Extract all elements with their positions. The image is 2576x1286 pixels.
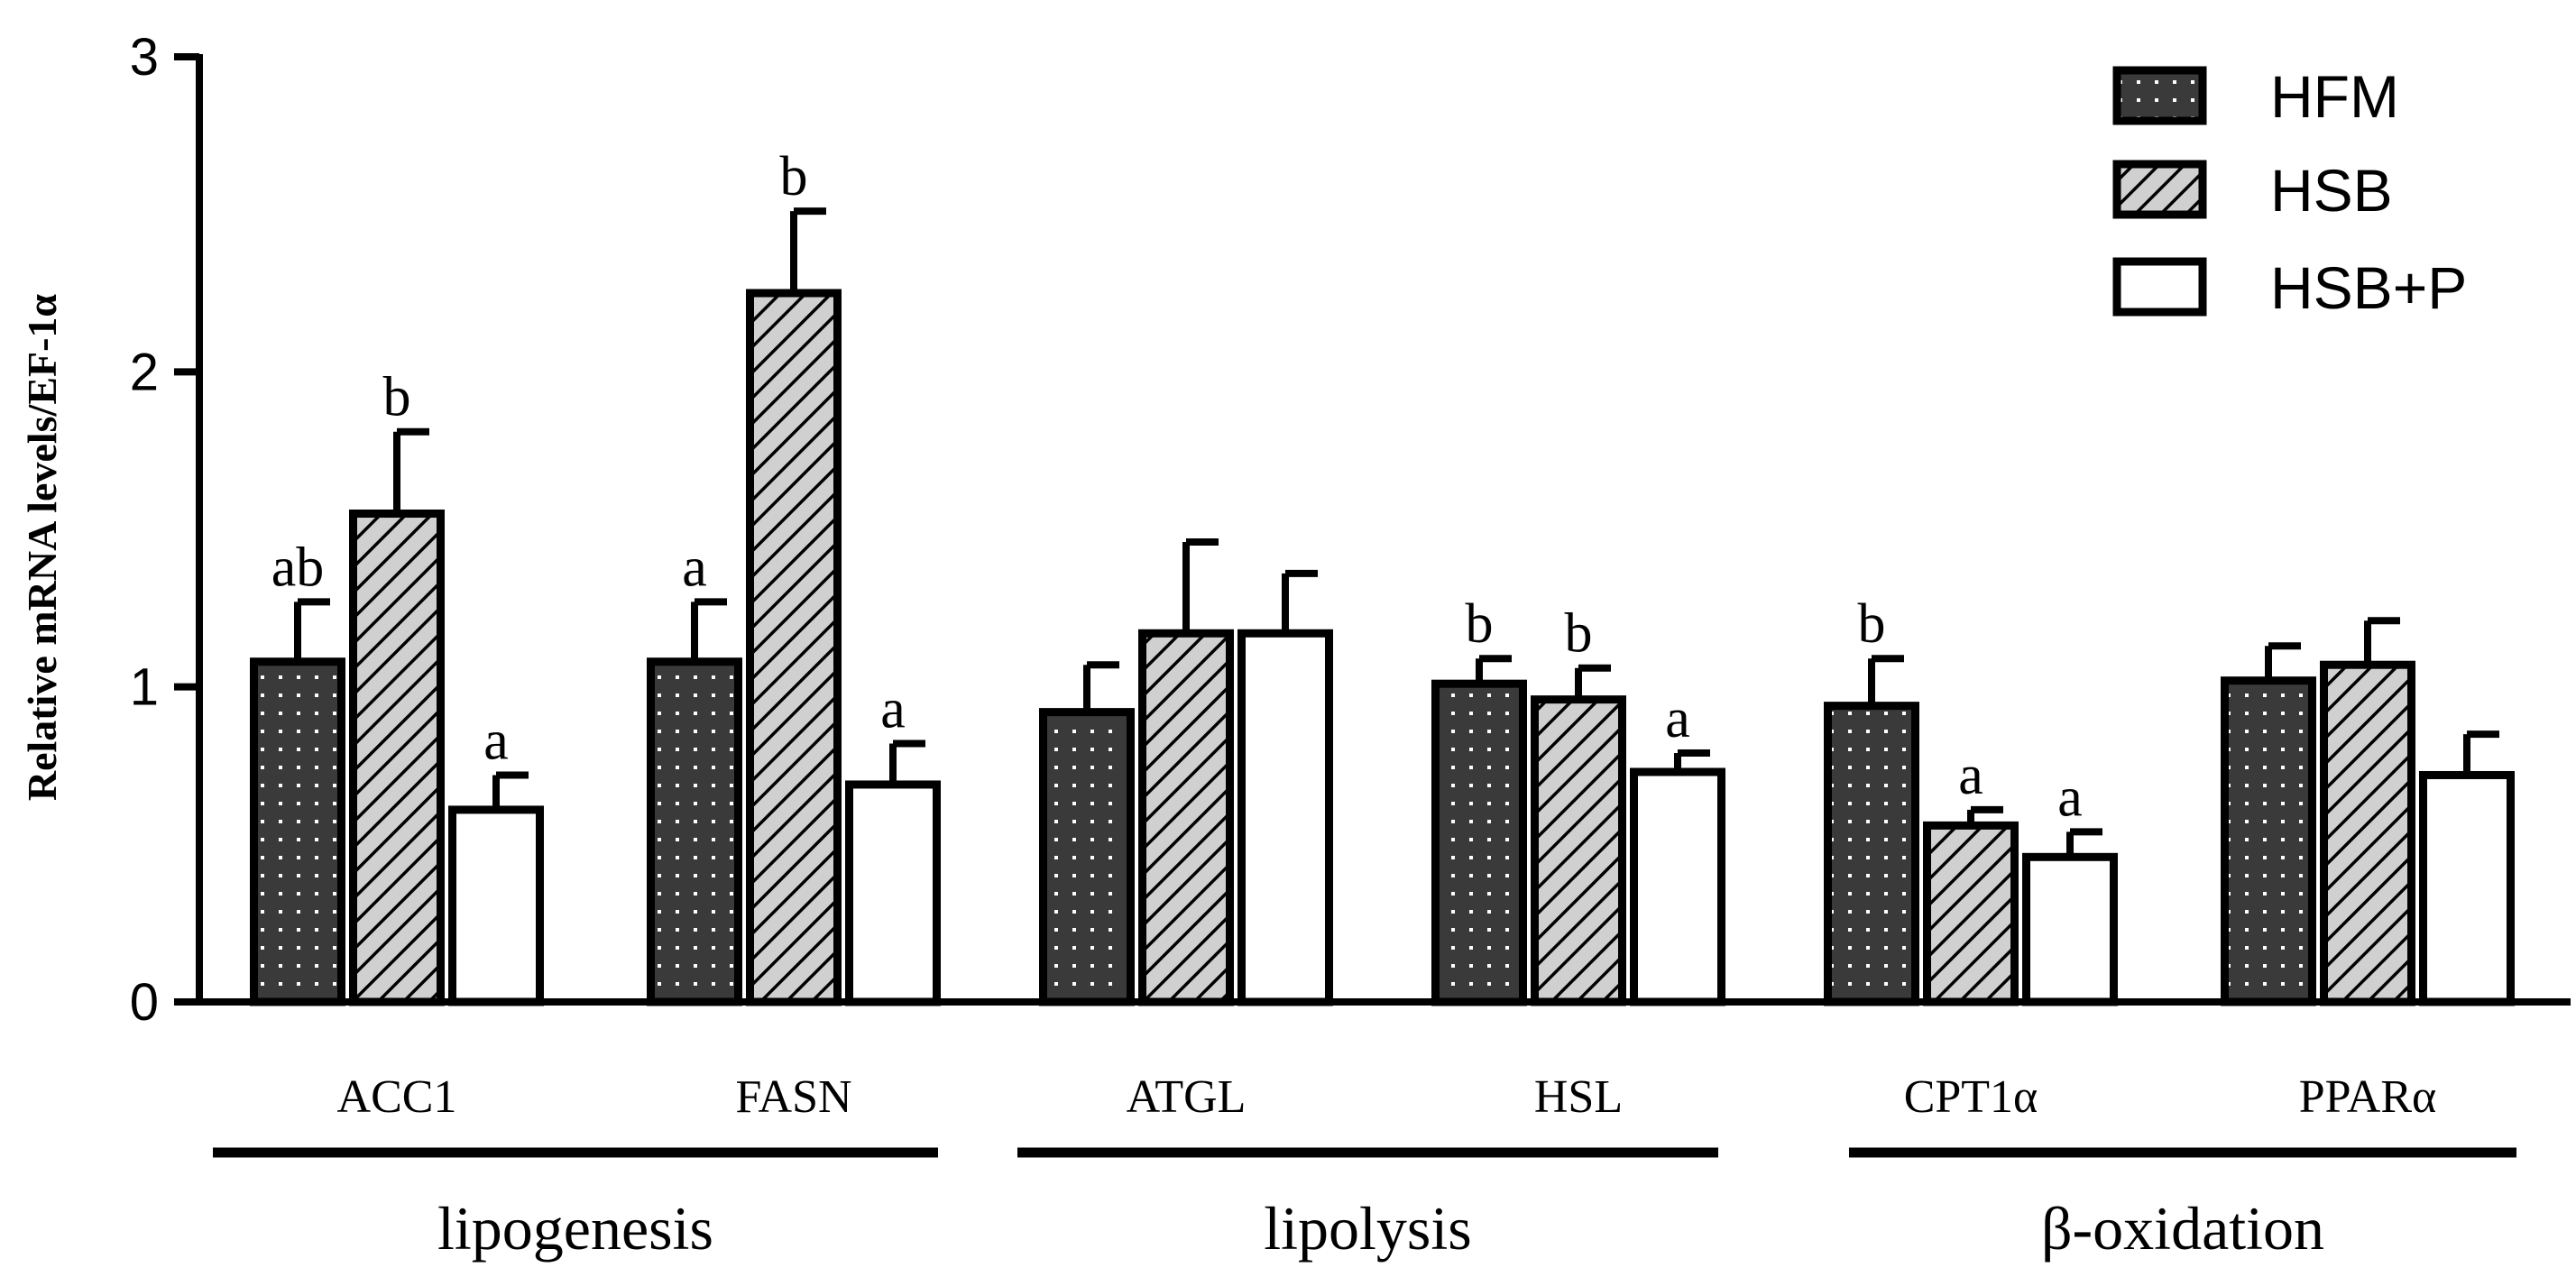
significance-letter: b [1565,603,1593,665]
bar-hfm-5 [2221,676,2316,1006]
y-tick-label: 0 [130,973,159,1032]
bar-hsb-1 [746,289,842,1006]
significance-letter: ab [271,537,325,598]
significance-letter: a [682,537,707,598]
bar-hfm-3 [1431,679,1527,1006]
bar-hsb-4 [1923,821,2019,1006]
significance-letter: a [1958,745,1983,806]
y-tick-label: 3 [130,28,159,87]
significance-letter: b [383,367,411,428]
bar-hsb-p-3 [1630,767,1725,1006]
bar-hsb-0 [349,510,445,1006]
category-label: CPT1α [1904,1071,2038,1123]
group-label: β-oxidation [2041,1194,2324,1263]
significance-letter: a [483,710,509,771]
legend-label: HSB [2270,157,2393,224]
y-tick-label: 2 [130,343,159,401]
category-label: ATGL [1127,1071,1247,1123]
significance-letter: b [1466,593,1494,655]
bar-hsb-p-5 [2419,770,2515,1006]
category-label: ACC1 [337,1071,457,1123]
category-label: HSL [1534,1071,1623,1123]
bar-hfm-1 [647,657,742,1006]
significance-letter: a [880,679,906,740]
group-label: lipolysis [1264,1194,1472,1263]
category-label: PPARα [2299,1071,2437,1123]
legend-label: HFM [2270,63,2399,130]
significance-letter: b [1858,593,1886,655]
group-label: lipogenesis [437,1194,713,1263]
bar-hsb-p-1 [845,780,941,1006]
bar-hfm-2 [1039,708,1135,1006]
bar-hsb-p-4 [2022,852,2118,1006]
bar-hsb-2 [1138,629,1234,1006]
bar-hfm-0 [250,657,345,1006]
bar-hsb-3 [1531,695,1626,1006]
significance-letter: a [2057,767,2083,828]
legend-swatch [2112,160,2207,219]
y-tick-label: 1 [130,658,159,717]
bar-hsb-p-2 [1237,629,1333,1006]
bar-hsb-5 [2320,660,2415,1006]
legend-swatch [2112,66,2207,125]
significance-letter: a [1665,688,1690,749]
legend-label: HSB+P [2270,254,2467,321]
category-label: FASN [735,1071,851,1123]
bar-hfm-4 [1824,702,1919,1006]
bar-hsb-p-0 [448,805,544,1006]
legend-swatch [2112,257,2207,317]
y-axis-title: Relative mRNA levels/EF-1α [19,294,65,802]
significance-letter: b [780,146,808,207]
